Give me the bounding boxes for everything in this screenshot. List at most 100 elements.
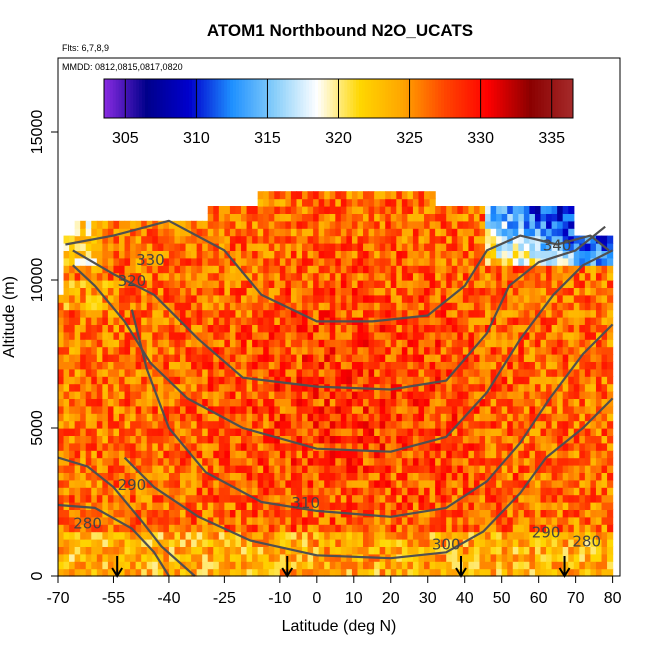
heatmap-cell bbox=[601, 539, 608, 547]
heatmap-cell bbox=[252, 302, 259, 311]
heatmap-cell bbox=[80, 294, 87, 303]
heatmap-cell bbox=[113, 368, 120, 377]
heatmap-cell bbox=[451, 250, 458, 259]
heatmap-cell bbox=[490, 361, 497, 370]
heatmap-cell bbox=[418, 339, 425, 348]
heatmap-cell bbox=[196, 228, 203, 237]
heatmap-cell bbox=[435, 405, 442, 414]
heatmap-cell bbox=[113, 361, 120, 370]
heatmap-cell bbox=[518, 494, 525, 503]
heatmap-cell bbox=[102, 413, 109, 422]
heatmap-cell bbox=[163, 272, 170, 281]
heatmap-cell bbox=[324, 280, 331, 288]
heatmap-cell bbox=[224, 398, 231, 407]
heatmap-cell bbox=[296, 472, 303, 481]
heatmap-cell bbox=[168, 346, 176, 355]
heatmap-cell bbox=[462, 361, 470, 370]
heatmap-cell bbox=[252, 331, 259, 340]
heatmap-cell bbox=[568, 420, 575, 429]
heatmap-cell bbox=[401, 524, 409, 533]
heatmap-cell bbox=[568, 206, 575, 214]
heatmap-cell bbox=[473, 546, 481, 555]
heatmap-cell bbox=[551, 398, 558, 407]
heatmap-cell bbox=[363, 442, 370, 451]
heatmap-cell bbox=[257, 317, 264, 325]
heatmap-cell bbox=[379, 472, 386, 481]
heatmap-cell bbox=[607, 294, 614, 303]
heatmap-cell bbox=[119, 546, 126, 555]
heatmap-cell bbox=[579, 524, 586, 533]
heatmap-cell bbox=[157, 472, 164, 481]
heatmap-cell bbox=[313, 487, 320, 496]
heatmap-cell bbox=[274, 235, 281, 244]
heatmap-cell bbox=[496, 428, 503, 436]
heatmap-cell bbox=[191, 405, 198, 414]
heatmap-cell bbox=[63, 465, 70, 473]
heatmap-cell bbox=[507, 479, 514, 488]
heatmap-cell bbox=[562, 302, 569, 311]
heatmap-cell bbox=[207, 487, 214, 496]
heatmap-cell bbox=[473, 280, 481, 288]
heatmap-cell bbox=[96, 391, 103, 399]
heatmap-cell bbox=[224, 487, 231, 496]
heatmap-cell bbox=[263, 405, 270, 414]
heatmap-cell bbox=[107, 220, 115, 229]
heatmap-cell bbox=[85, 220, 92, 229]
heatmap-cell bbox=[418, 516, 425, 525]
heatmap-cell bbox=[584, 457, 592, 466]
heatmap-cell bbox=[268, 516, 275, 525]
heatmap-cell bbox=[473, 391, 481, 399]
heatmap-cell bbox=[207, 420, 214, 429]
heatmap-cell bbox=[501, 302, 508, 311]
heatmap-cell bbox=[551, 235, 558, 244]
heatmap-cell bbox=[279, 494, 286, 503]
heatmap-cell bbox=[302, 294, 309, 303]
heatmap-cell bbox=[429, 391, 436, 399]
heatmap-cell bbox=[318, 450, 325, 459]
heatmap-cell bbox=[440, 568, 447, 577]
heatmap-cell bbox=[523, 287, 531, 296]
heatmap-cell bbox=[63, 546, 70, 555]
heatmap-cell bbox=[396, 346, 403, 355]
heatmap-cell bbox=[285, 450, 292, 459]
heatmap-cell bbox=[135, 420, 142, 429]
heatmap-cell bbox=[363, 502, 370, 510]
heatmap-cell bbox=[401, 198, 409, 207]
contour-line-310 bbox=[130, 309, 614, 518]
heatmap-cell bbox=[174, 235, 181, 244]
heatmap-cell bbox=[468, 561, 475, 570]
heatmap-cell bbox=[80, 398, 87, 407]
heatmap-cell bbox=[141, 317, 148, 325]
heatmap-cell bbox=[407, 346, 414, 355]
heatmap-cell bbox=[279, 287, 286, 296]
heatmap-cell bbox=[340, 472, 347, 481]
heatmap-cell bbox=[124, 354, 131, 362]
heatmap-cell bbox=[318, 235, 325, 244]
heatmap-cell bbox=[607, 250, 614, 259]
heatmap-cell bbox=[318, 302, 325, 311]
heatmap-cell bbox=[102, 243, 109, 251]
heatmap-cell bbox=[213, 428, 220, 436]
heatmap-cell bbox=[96, 257, 103, 266]
heatmap-cell bbox=[573, 287, 580, 296]
heatmap-cell bbox=[518, 472, 525, 481]
heatmap-cell bbox=[529, 561, 536, 570]
heatmap-cell bbox=[346, 524, 353, 533]
heatmap-cell bbox=[268, 502, 275, 510]
heatmap-cell bbox=[390, 472, 397, 481]
heatmap-cell bbox=[91, 524, 98, 533]
heatmap-cell bbox=[146, 250, 153, 259]
heatmap-cell bbox=[191, 420, 198, 429]
heatmap-cell bbox=[296, 257, 303, 266]
heatmap-cell bbox=[329, 302, 336, 311]
heatmap-cell bbox=[595, 383, 603, 392]
heatmap-cell bbox=[252, 228, 259, 237]
heatmap-cell bbox=[63, 413, 70, 422]
heatmap-cell bbox=[385, 450, 392, 459]
heatmap-cell bbox=[74, 524, 81, 533]
heatmap-cell bbox=[357, 280, 364, 288]
heatmap-cell bbox=[318, 465, 325, 473]
heatmap-cell bbox=[407, 228, 414, 237]
heatmap-cell bbox=[407, 405, 414, 414]
heatmap-cell bbox=[351, 220, 359, 229]
